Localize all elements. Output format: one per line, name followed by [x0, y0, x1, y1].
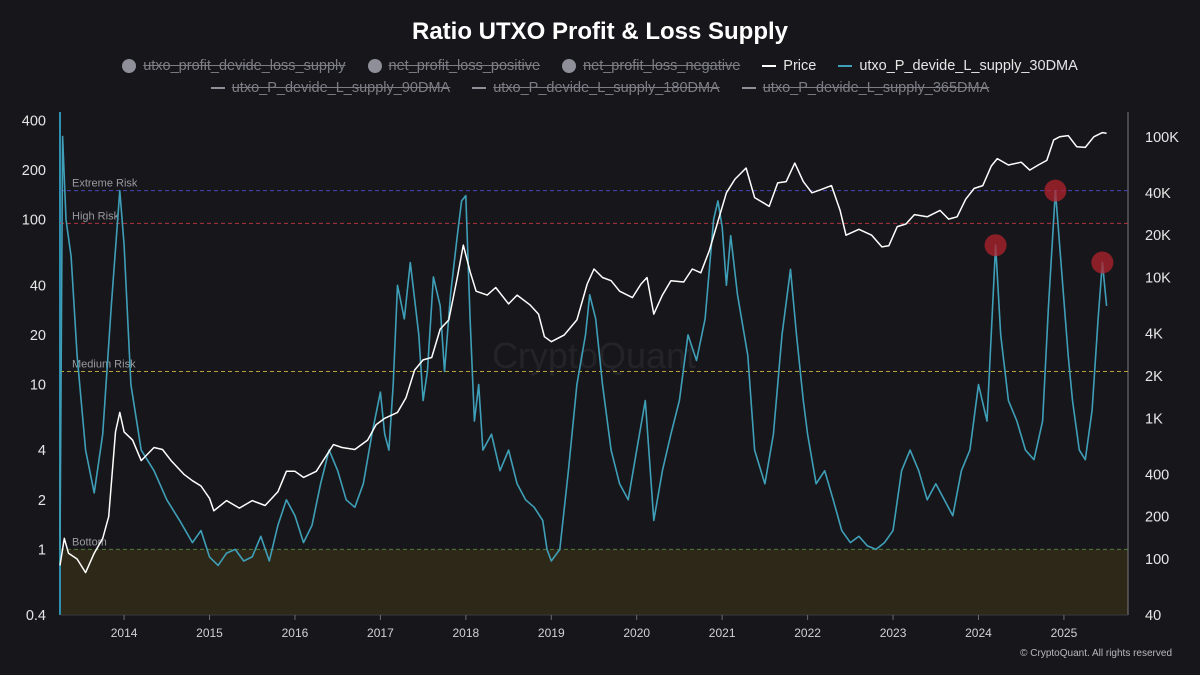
x-tick-label: 2016 [282, 626, 309, 640]
x-tick-label: 2020 [623, 626, 650, 640]
y-right-tick-label: 2K [1145, 369, 1163, 385]
y-right-tick-label: 1K [1145, 411, 1163, 427]
y-right-tick-label: 100K [1145, 130, 1179, 146]
x-tick-label: 2021 [709, 626, 736, 640]
x-tick-label: 2014 [111, 626, 138, 640]
y-left-tick-label: 2 [38, 493, 46, 509]
peak-highlight-marker [1044, 180, 1066, 202]
zone-label-bottom: Bottom [72, 536, 107, 548]
y-left-tick-label: 100 [22, 213, 46, 229]
x-tick-label: 2023 [880, 626, 907, 640]
x-tick-label: 2024 [965, 626, 992, 640]
y-left-tick-label: 1 [38, 542, 46, 558]
y-right-tick-label: 20K [1145, 228, 1171, 244]
x-tick-label: 2022 [794, 626, 821, 640]
peak-highlight-marker [985, 234, 1007, 256]
bottom-zone-area [60, 549, 1128, 615]
chart-plot: CryptoQuant Extreme Risk High Risk Medium R… [0, 0, 1200, 675]
peak-highlight-marker [1091, 251, 1113, 273]
y-right-tick-label: 40 [1145, 608, 1161, 624]
x-tick-label: 2015 [196, 626, 223, 640]
y-left-tick-label: 0.4 [26, 608, 46, 624]
y-left-tick-label: 200 [22, 163, 46, 179]
x-tick-label: 2019 [538, 626, 565, 640]
zone-label-medium-risk: Medium Risk [72, 358, 136, 370]
y-left-tick-label: 4 [38, 443, 46, 459]
x-tick-label: 2018 [452, 626, 479, 640]
y-right-tick-label: 100 [1145, 552, 1169, 568]
y-right-tick-label: 200 [1145, 510, 1169, 526]
series-line-utxo-p-devide-l-supply-30dma [60, 136, 1107, 565]
y-left-tick-label: 40 [30, 278, 46, 294]
y-right-tick-label: 10K [1145, 271, 1171, 287]
x-tick-label: 2025 [1051, 626, 1078, 640]
watermark-text: CryptoQuant [492, 335, 696, 376]
y-right-tick-label: 40K [1145, 186, 1171, 202]
zone-label-high-risk: High Risk [72, 210, 120, 222]
zone-label-extreme-risk: Extreme Risk [72, 178, 138, 190]
y-right-tick-label: 400 [1145, 467, 1169, 483]
y-right-tick-label: 4K [1145, 327, 1163, 343]
y-left-tick-label: 10 [30, 378, 46, 394]
copyright-text: © CryptoQuant. All rights reserved [1020, 648, 1172, 659]
y-left-tick-label: 20 [30, 328, 46, 344]
x-tick-label: 2017 [367, 626, 394, 640]
y-left-tick-label: 400 [22, 113, 46, 129]
